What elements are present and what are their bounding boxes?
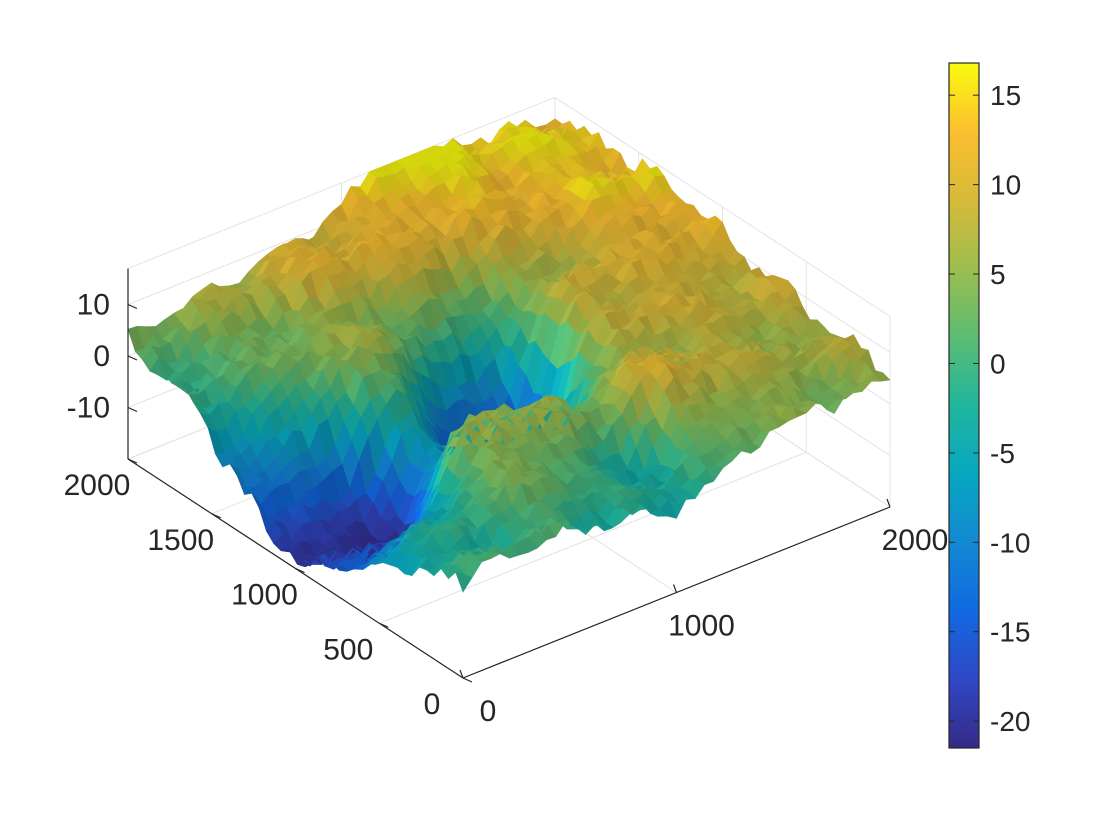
grid-line xyxy=(379,451,807,624)
colorbar-fill xyxy=(949,63,979,748)
colorbar-tick-label: -10 xyxy=(990,527,1030,558)
z-tick-mark xyxy=(127,355,138,361)
y-tick-mark xyxy=(462,677,473,683)
x-tick-mark xyxy=(886,498,891,508)
colorbar-tick-label: -20 xyxy=(990,706,1030,737)
axes xyxy=(127,268,891,683)
y-tick-mark xyxy=(211,513,221,519)
y-tick-label: 1000 xyxy=(231,579,298,612)
y-tick-label: 2000 xyxy=(64,469,131,502)
y-tick-mark xyxy=(379,622,389,628)
y-tick-mark xyxy=(127,458,138,464)
z-tick-label: -10 xyxy=(67,392,110,425)
z-tick-label: 10 xyxy=(77,289,110,322)
x-tick-label: 1000 xyxy=(668,610,735,643)
colorbar-tick-label: 0 xyxy=(990,348,1006,379)
y-tick-label: 0 xyxy=(424,688,441,721)
tick-labels: 0 1000 2000 0 500 1000 1500 2000 10 0 -10 xyxy=(64,289,949,729)
z-tick-mark xyxy=(127,303,138,310)
x-tick-label: 0 xyxy=(480,695,497,728)
colorbar-tick-label: -15 xyxy=(990,617,1030,648)
y-tick-label: 1500 xyxy=(147,524,214,557)
colorbar-border xyxy=(948,62,980,749)
x-tick-mark xyxy=(672,584,678,593)
colorbar-tick-label: 10 xyxy=(990,170,1021,201)
surface-patch xyxy=(872,372,891,382)
z-tick-mark xyxy=(127,406,138,413)
z-tick-label: 0 xyxy=(93,340,110,373)
colorbar-tick-label: -5 xyxy=(990,438,1015,469)
surface-plot xyxy=(127,118,891,593)
colorbar-tick-label: 5 xyxy=(990,259,1006,290)
x-tick-label: 2000 xyxy=(882,524,949,557)
colorbar-tick-label: 15 xyxy=(990,80,1021,111)
y-tick-label: 500 xyxy=(323,633,373,666)
x-tick-mark xyxy=(459,669,464,679)
y-tick-mark xyxy=(295,567,305,574)
colorbar-ticks: 15 10 5 0 -5 -10 -15 -20 xyxy=(949,80,1030,737)
colorbar: 15 10 5 0 -5 -10 -15 -20 xyxy=(948,62,1030,749)
